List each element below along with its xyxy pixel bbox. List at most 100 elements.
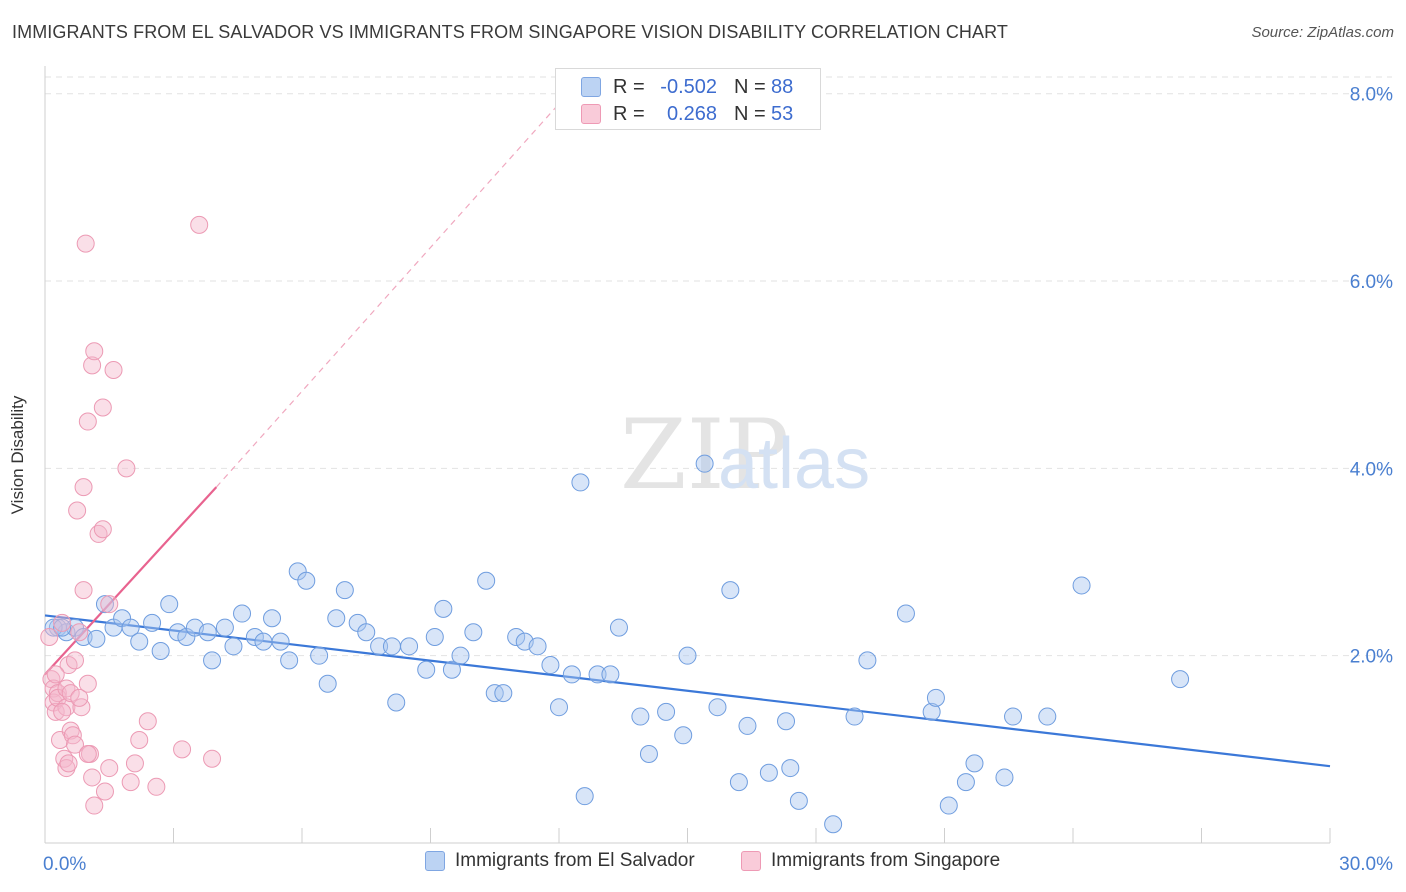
data-point: [130, 730, 149, 749]
data-point: [759, 763, 778, 782]
data-point: [335, 581, 354, 600]
chart-source: Source: ZipAtlas.com: [1251, 24, 1394, 41]
data-point: [168, 623, 187, 642]
data-point: [121, 618, 140, 637]
data-point: [575, 787, 594, 806]
data-point: [46, 665, 65, 684]
data-point: [125, 754, 144, 773]
stats-n-value: 88: [771, 75, 794, 98]
stats-legend: R = -0.502 N = 88 R = 0.268 N = 53: [555, 68, 821, 130]
data-point: [61, 684, 80, 703]
data-point: [78, 745, 97, 764]
data-point: [151, 642, 170, 660]
data-point: [729, 773, 748, 792]
data-point: [738, 716, 757, 735]
data-point: [896, 604, 915, 623]
data-point: [370, 637, 389, 656]
data-point: [657, 702, 676, 721]
data-point: [143, 613, 162, 632]
data-point: [59, 754, 78, 773]
data-point: [78, 674, 97, 693]
data-point: [53, 702, 72, 721]
data-point: [631, 707, 650, 726]
x-tick-label: 30.0%: [1339, 854, 1393, 875]
data-point: [926, 688, 945, 707]
data-point: [280, 651, 299, 670]
data-point: [678, 646, 697, 665]
data-point: [53, 613, 72, 632]
data-point: [550, 698, 568, 717]
data-point: [781, 759, 800, 778]
data-point: [100, 595, 119, 614]
data-point: [965, 754, 984, 773]
data-point: [83, 356, 102, 375]
data-point: [74, 581, 93, 600]
trend-line-singapore: [44, 486, 218, 676]
legend-swatch-el-salvador: [425, 851, 445, 871]
y-tick-label: 8.0%: [1350, 85, 1393, 106]
axes: [44, 66, 1331, 844]
data-point: [147, 777, 166, 796]
data-point: [777, 712, 796, 731]
legend-item-el-salvador[interactable]: Immigrants from El Salvador: [425, 850, 695, 872]
data-point: [528, 637, 547, 656]
data-point: [65, 735, 84, 754]
watermark-atlas: atlas: [718, 424, 870, 504]
data-point: [541, 656, 560, 675]
data-point: [588, 665, 607, 684]
data-point: [357, 623, 376, 642]
trend-line-el-salvador: [44, 614, 1331, 768]
data-point: [382, 637, 401, 656]
series-singapore: [40, 215, 222, 815]
data-point: [1004, 707, 1023, 726]
stats-n-value: 53: [771, 102, 794, 125]
legend-label-el-salvador: Immigrants from El Salvador: [455, 850, 695, 871]
data-point: [254, 632, 273, 651]
data-point: [198, 623, 217, 642]
data-point: [695, 454, 714, 473]
data-point: [995, 768, 1014, 787]
legend-item-singapore[interactable]: Immigrants from Singapore: [741, 850, 1000, 872]
data-point: [203, 749, 222, 768]
data-point: [400, 637, 419, 656]
data-point: [46, 702, 65, 721]
x-tick-label: 0.0%: [43, 854, 86, 875]
chart-title: IMMIGRANTS FROM EL SALVADOR VS IMMIGRANT…: [12, 22, 1008, 42]
data-point: [173, 740, 192, 759]
y-axis-label: Vision Disability: [8, 395, 27, 515]
data-point: [922, 702, 941, 721]
data-point: [83, 768, 102, 787]
data-point: [224, 637, 243, 656]
data-point: [601, 665, 620, 684]
data-point: [477, 571, 496, 590]
data-point: [562, 665, 581, 684]
y-tick-label: 4.0%: [1350, 459, 1393, 480]
data-point: [215, 618, 234, 637]
data-point: [78, 412, 97, 431]
data-point: [1038, 707, 1057, 726]
data-point: [956, 773, 975, 792]
legend-swatch-singapore: [741, 851, 761, 871]
data-point: [1072, 576, 1091, 595]
legend-label-singapore: Immigrants from Singapore: [771, 850, 1001, 871]
data-point: [117, 459, 136, 478]
data-point: [789, 791, 808, 810]
stats-n-label: N =: [734, 75, 766, 98]
chart-legend: Immigrants from El Salvador Immigrants f…: [0, 850, 1406, 880]
data-point: [233, 604, 252, 623]
data-point: [507, 627, 526, 646]
stats-r-value: 0.268: [666, 102, 717, 125]
data-point: [121, 773, 140, 792]
data-point: [100, 759, 119, 778]
data-point: [85, 342, 104, 361]
data-point: [130, 632, 149, 651]
data-point: [939, 796, 958, 815]
series-el-salvador: [44, 454, 1190, 834]
data-point: [442, 660, 461, 679]
data-point: [425, 627, 444, 646]
data-point: [571, 473, 590, 492]
data-points: [40, 215, 1190, 834]
stats-n-label: N =: [734, 102, 766, 125]
data-point: [70, 688, 89, 707]
